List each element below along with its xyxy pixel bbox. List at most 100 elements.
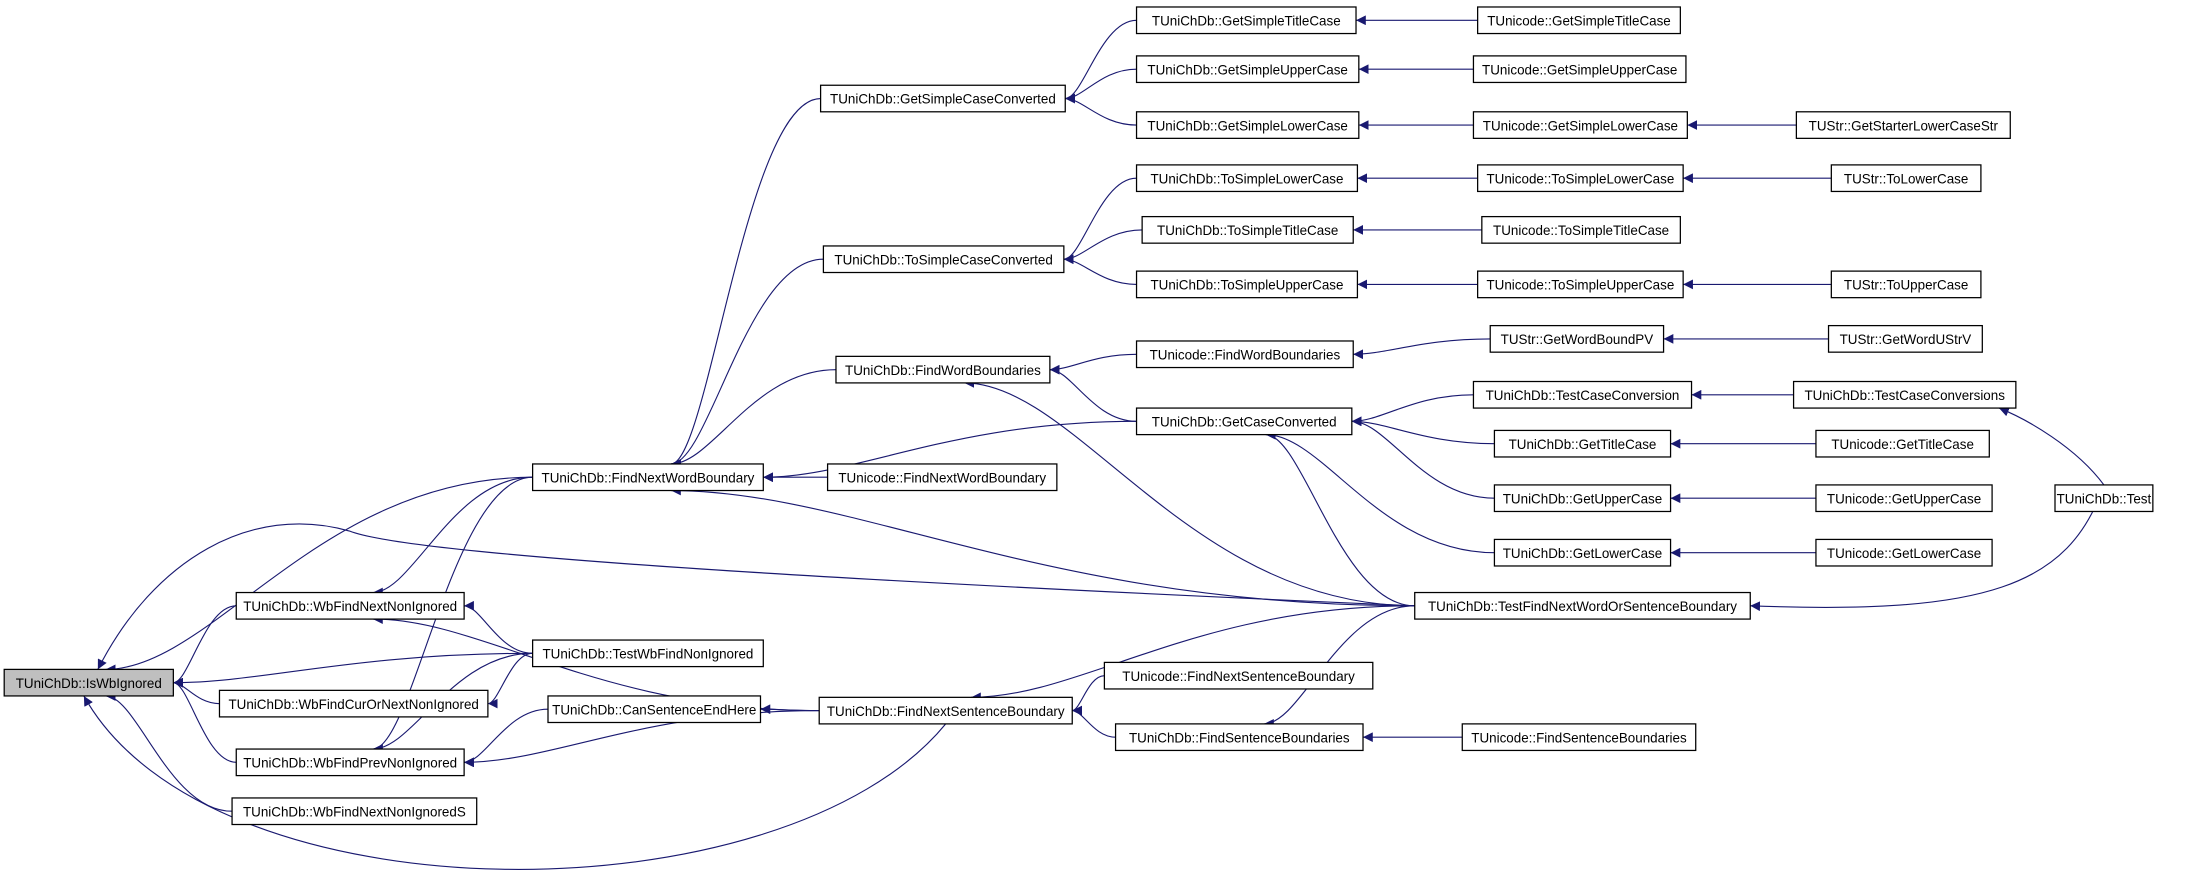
node-label: TUnicode::ToSimpleTitleCase bbox=[1493, 223, 1669, 238]
edge-tfnwos-to-iswb bbox=[97, 523, 1415, 670]
node-iswb[interactable]: TUniChDb::IsWbIgnored bbox=[3, 668, 174, 697]
node-swbpv[interactable]: TUStr::GetWordBoundPV bbox=[1489, 324, 1665, 353]
node-tccs[interactable]: TUniChDb::TestCaseConversions bbox=[1792, 380, 2017, 409]
node-box bbox=[1135, 407, 1353, 436]
node-label: TUnicode::FindNextSentenceBoundary bbox=[1122, 669, 1355, 684]
edge-glc-to-gcc bbox=[1265, 429, 1495, 554]
node-ufnwb[interactable]: TUnicode::FindNextWordBoundary bbox=[826, 463, 1058, 492]
node-wbnexts[interactable]: TUniChDb::WbFindNextNonIgnoredS bbox=[231, 797, 478, 826]
node-tstc[interactable]: TUniChDb::ToSimpleTitleCase bbox=[1141, 215, 1354, 244]
node-ufnsb[interactable]: TUnicode::FindNextSentenceBoundary bbox=[1103, 661, 1374, 690]
node-label: TUniChDb::GetSimpleUpperCase bbox=[1147, 62, 1347, 77]
edge-gcc-to-fwb bbox=[1049, 364, 1137, 422]
node-box bbox=[1135, 270, 1359, 299]
node-uglc[interactable]: TUnicode::GetLowerCase bbox=[1815, 538, 1993, 567]
edge-tsuc-to-tscc bbox=[1063, 254, 1137, 285]
node-fnwb[interactable]: TUniChDb::FindNextWordBoundary bbox=[531, 463, 764, 492]
node-gcc[interactable]: TUniChDb::GetCaseConverted bbox=[1135, 407, 1353, 436]
edge-test-to-tfnwos bbox=[1750, 484, 2105, 612]
node-box bbox=[531, 639, 764, 668]
node-utsuc[interactable]: TUnicode::ToSimpleUpperCase bbox=[1477, 270, 1684, 299]
node-box bbox=[1493, 538, 1672, 567]
node-gscc[interactable]: TUniChDb::GetSimpleCaseConverted bbox=[819, 84, 1066, 113]
node-ugstc[interactable]: TUnicode::GetSimpleTitleCase bbox=[1477, 6, 1681, 35]
node-ufwb[interactable]: TUnicode::FindWordBoundaries bbox=[1135, 340, 1354, 369]
node-box bbox=[1792, 380, 2017, 409]
node-tfnwos[interactable]: TUniChDb::TestFindNextWordOrSentenceBoun… bbox=[1414, 591, 1751, 620]
node-canend[interactable]: TUniChDb::CanSentenceEndHere bbox=[547, 695, 762, 724]
node-label: TUStr::ToUpperCase bbox=[1844, 278, 1968, 293]
edge-tslc-to-tscc bbox=[1063, 177, 1137, 265]
edge-tfnwos-to-fnsb bbox=[971, 605, 1415, 703]
node-label: TUniChDb::WbFindCurOrNextNonIgnored bbox=[228, 697, 478, 712]
node-fwb[interactable]: TUniChDb::FindWordBoundaries bbox=[835, 355, 1051, 384]
node-box bbox=[1141, 215, 1354, 244]
node-gstc[interactable]: TUniChDb::GetSimpleTitleCase bbox=[1135, 6, 1357, 35]
edge-fnwb-to-iswb bbox=[105, 476, 533, 675]
node-label: TUnicode::FindNextWordBoundary bbox=[838, 470, 1046, 485]
node-testwb[interactable]: TUniChDb::TestWbFindNonIgnored bbox=[531, 639, 764, 668]
node-box bbox=[826, 463, 1058, 492]
node-box bbox=[1830, 270, 1982, 299]
node-tscc[interactable]: TUniChDb::ToSimpleCaseConverted bbox=[822, 245, 1065, 274]
node-gsuc[interactable]: TUniChDb::GetSimpleUpperCase bbox=[1135, 55, 1360, 84]
node-tsuc[interactable]: TUniChDb::ToSimpleUpperCase bbox=[1135, 270, 1359, 299]
node-ugslc[interactable]: TUnicode::GetSimpleLowerCase bbox=[1472, 111, 1688, 139]
node-ugsuc[interactable]: TUnicode::GetSimpleUpperCase bbox=[1472, 55, 1687, 84]
node-box bbox=[218, 689, 489, 718]
node-label: TUniChDb::WbFindNextNonIgnoredS bbox=[243, 804, 466, 819]
node-box bbox=[235, 748, 465, 777]
edge-tfnwos-to-gcc bbox=[1265, 429, 1415, 607]
node-ugtc[interactable]: TUnicode::GetTitleCase bbox=[1815, 429, 1990, 458]
node-label: TUnicode::FindWordBoundaries bbox=[1150, 347, 1341, 362]
edge-gslc-to-gscc bbox=[1065, 93, 1137, 126]
node-box bbox=[835, 355, 1051, 384]
node-stlc[interactable]: TUStr::ToLowerCase bbox=[1830, 164, 1982, 193]
node-label: TUStr::GetWordUStrV bbox=[1840, 332, 1972, 347]
node-gslc[interactable]: TUniChDb::GetSimpleLowerCase bbox=[1135, 111, 1360, 139]
edge-fwb-to-fnwb bbox=[671, 369, 836, 469]
node-box bbox=[1493, 484, 1672, 513]
node-utslc[interactable]: TUnicode::ToSimpleLowerCase bbox=[1477, 164, 1684, 193]
node-label: TUniChDb::TestCaseConversions bbox=[1804, 388, 2005, 403]
node-box bbox=[235, 591, 465, 620]
edge-fnsb-to-iswb bbox=[83, 695, 947, 870]
node-uguc[interactable]: TUnicode::GetUpperCase bbox=[1815, 484, 1993, 513]
node-stuc[interactable]: TUStr::ToUpperCase bbox=[1830, 270, 1982, 299]
edge-ufnsb-to-fnsb bbox=[1072, 675, 1105, 716]
node-fnsb[interactable]: TUniChDb::FindNextSentenceBoundary bbox=[818, 696, 1073, 725]
edge-test-to-tccs bbox=[1998, 407, 2105, 486]
edge-wbnexts-to-iswb bbox=[105, 691, 233, 812]
node-tslc[interactable]: TUniChDb::ToSimpleLowerCase bbox=[1135, 164, 1359, 193]
node-wbprev[interactable]: TUniChDb::WbFindPrevNonIgnored bbox=[235, 748, 465, 777]
node-sglcs[interactable]: TUStr::GetStarterLowerCaseStr bbox=[1795, 111, 2011, 139]
node-box bbox=[1477, 6, 1681, 35]
edge-fsb-to-fnsb bbox=[1072, 705, 1116, 738]
node-box bbox=[531, 463, 764, 492]
node-wbcur[interactable]: TUniChDb::WbFindCurOrNextNonIgnored bbox=[218, 689, 489, 718]
node-label: TUniChDb::GetLowerCase bbox=[1503, 546, 1662, 561]
node-label: TUnicode::GetSimpleLowerCase bbox=[1483, 118, 1678, 133]
node-glc[interactable]: TUniChDb::GetLowerCase bbox=[1493, 538, 1672, 567]
node-test[interactable]: TUniChDb::Test bbox=[2054, 484, 2154, 513]
node-box bbox=[1477, 164, 1684, 193]
node-box bbox=[1493, 429, 1672, 458]
node-box bbox=[1135, 111, 1360, 139]
node-utstc[interactable]: TUnicode::ToSimpleTitleCase bbox=[1481, 215, 1681, 244]
edge-tcc-to-gcc bbox=[1351, 394, 1474, 427]
node-label: TUnicode::GetUpperCase bbox=[1827, 491, 1981, 506]
node-guc[interactable]: TUniChDb::GetUpperCase bbox=[1493, 484, 1672, 513]
node-swusv[interactable]: TUStr::GetWordUStrV bbox=[1827, 324, 1983, 353]
edges-layer bbox=[83, 15, 2105, 870]
node-gtc[interactable]: TUniChDb::GetTitleCase bbox=[1493, 429, 1672, 458]
node-box bbox=[1135, 6, 1357, 35]
node-box bbox=[547, 695, 762, 724]
node-box bbox=[3, 668, 174, 697]
node-tcc[interactable]: TUniChDb::TestCaseConversion bbox=[1472, 380, 1693, 409]
node-fsb[interactable]: TUniChDb::FindSentenceBoundaries bbox=[1114, 723, 1364, 752]
node-box bbox=[2054, 484, 2154, 513]
node-wbnext[interactable]: TUniChDb::WbFindNextNonIgnored bbox=[235, 591, 465, 620]
node-ufsb[interactable]: TUnicode::FindSentenceBoundaries bbox=[1461, 723, 1697, 752]
node-label: TUniChDb::FindSentenceBoundaries bbox=[1129, 730, 1350, 745]
